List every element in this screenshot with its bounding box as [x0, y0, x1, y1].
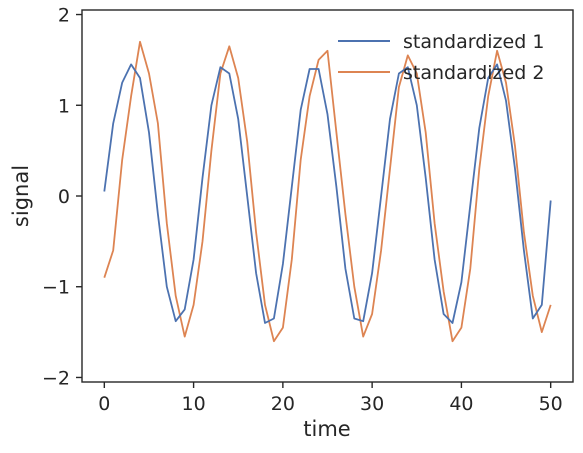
legend: standardized 1 standardized 2: [338, 31, 544, 84]
x-tick-label: 50: [539, 393, 563, 415]
series-line-2: [103, 40, 552, 343]
legend-label-series-2: standardized 2: [403, 62, 544, 84]
x-axis-label: time: [303, 417, 350, 441]
y-tick-label: 1: [58, 95, 70, 117]
y-tick-label: −2: [42, 367, 70, 389]
legend-label-series-1: standardized 1: [403, 31, 544, 53]
series-layer: [103, 40, 552, 343]
x-tick-label: 0: [98, 393, 110, 415]
x-tick-label: 40: [449, 393, 473, 415]
ticks-layer: 0 10 20 30 40 50 −2 −1 0 1 2: [42, 5, 563, 415]
y-axis-label: signal: [9, 165, 33, 227]
x-tick-label: 10: [181, 393, 205, 415]
x-tick-label: 20: [271, 393, 295, 415]
y-tick-label: 2: [58, 5, 70, 27]
x-tick-label: 30: [360, 393, 384, 415]
y-tick-label: −1: [42, 277, 70, 299]
series-line-1: [103, 63, 552, 324]
y-tick-label: 0: [58, 186, 70, 208]
